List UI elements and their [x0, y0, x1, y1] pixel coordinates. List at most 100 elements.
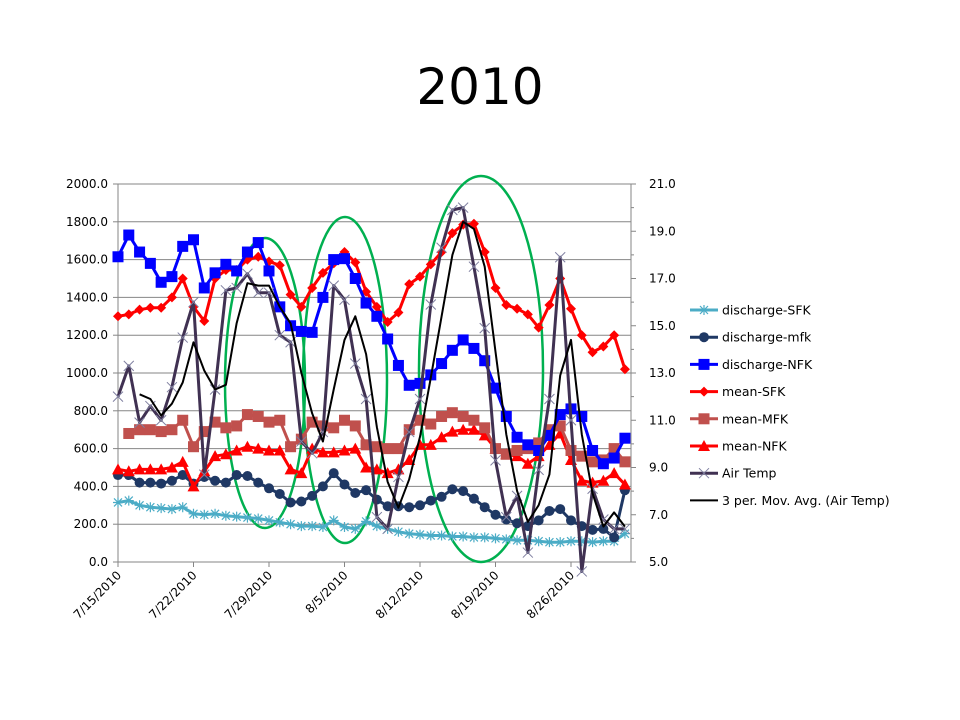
- data-point-diamond: [425, 259, 436, 270]
- y2-tick-label: 13.0: [649, 366, 676, 380]
- y-tick-label: 600.0: [74, 442, 108, 456]
- y-tick-label: 800.0: [74, 404, 108, 418]
- data-point-star: [264, 515, 274, 526]
- data-point-square: [112, 251, 124, 263]
- data-point-star: [447, 531, 458, 542]
- data-point-diamond: [382, 316, 393, 327]
- data-point-circle: [458, 486, 469, 497]
- data-point-square: [263, 265, 275, 277]
- data-point-x: [468, 261, 480, 273]
- data-point-triangle: [392, 463, 405, 475]
- data-point-circle: [404, 502, 415, 513]
- data-point-square: [392, 443, 404, 455]
- data-point-square: [209, 267, 221, 279]
- data-point-triangle: [403, 453, 416, 465]
- data-point-x: [371, 511, 383, 523]
- data-point-diamond: [533, 322, 544, 333]
- data-point-square: [123, 427, 135, 439]
- data-point-diamond: [317, 267, 328, 278]
- y2-tick-label: 9.0: [649, 461, 668, 475]
- y-tick-label: 1600.0: [66, 253, 108, 267]
- data-point-square: [468, 342, 480, 354]
- data-point-x: [134, 417, 145, 428]
- y2-axis-labels: 5.0 7.0 9.0 11.0 13.0 15.0 17.0 19.0 21.0: [649, 177, 676, 569]
- data-point-x: [425, 299, 437, 310]
- data-point-x: [220, 284, 232, 296]
- data-point-square: [241, 246, 253, 258]
- data-point-x: [339, 294, 350, 306]
- data-point-triangle: [698, 440, 710, 451]
- data-point-square: [166, 424, 178, 436]
- data-point-square: [328, 422, 340, 434]
- y-tick-label: 1200.0: [66, 328, 108, 342]
- x-tick-label: 7/15/2010: [71, 568, 124, 621]
- data-point-square: [403, 379, 415, 391]
- data-point-square: [252, 410, 264, 422]
- data-point-star: [512, 535, 523, 546]
- data-point-star: [317, 522, 328, 533]
- data-point-star: [328, 515, 339, 526]
- data-point-square: [511, 431, 523, 443]
- legend-label: discharge-mfk: [722, 330, 812, 345]
- data-point-square: [554, 420, 566, 432]
- data-point-star: [598, 536, 609, 547]
- data-point-diamond: [350, 257, 361, 268]
- data-point-triangle: [241, 440, 254, 452]
- data-point-square: [597, 458, 609, 470]
- data-point-square: [533, 444, 545, 456]
- data-point-circle: [566, 515, 576, 526]
- data-point-circle: [609, 532, 620, 543]
- data-point-star: [415, 529, 425, 540]
- x-tick-label: 8/5/2010: [303, 568, 351, 616]
- data-point-square: [500, 410, 512, 422]
- data-point-star: [220, 510, 231, 521]
- y2-tick-label: 5.0: [649, 555, 668, 569]
- data-point-star: [134, 500, 145, 511]
- data-point-star: [307, 521, 318, 532]
- data-point-x: [544, 393, 555, 405]
- legend-label: discharge-NFK: [722, 357, 813, 372]
- data-point-x: [112, 391, 124, 402]
- data-point-star: [339, 522, 350, 533]
- data-point-x: [177, 332, 189, 343]
- legend-item: mean-MFK: [690, 411, 789, 426]
- data-point-star: [436, 530, 447, 541]
- data-point-star: [566, 536, 576, 547]
- data-point-star: [544, 537, 555, 548]
- data-point-square: [306, 416, 318, 428]
- data-point-star: [555, 537, 566, 548]
- data-point-diamond: [166, 292, 177, 303]
- data-point-diamond: [404, 279, 415, 290]
- data-point-circle: [134, 477, 145, 488]
- data-point-square: [360, 439, 372, 451]
- data-point-star: [576, 536, 587, 547]
- data-point-square: [382, 333, 394, 345]
- y2-tick-label: 19.0: [649, 224, 676, 238]
- legend-label: mean-SFK: [722, 384, 786, 399]
- data-point-square: [490, 382, 501, 394]
- series-line: [116, 206, 625, 573]
- y2-tick-label: 21.0: [649, 177, 676, 191]
- data-point-diamond: [576, 330, 587, 341]
- data-point-diamond: [587, 347, 598, 358]
- data-point-star: [371, 521, 382, 532]
- data-point-square: [188, 234, 199, 246]
- data-point-circle: [145, 477, 156, 488]
- data-point-square: [134, 246, 146, 258]
- data-point-square: [349, 420, 361, 432]
- data-point-diamond: [307, 282, 318, 293]
- y-tick-label: 1400.0: [66, 290, 108, 304]
- legend-label: mean-NFK: [722, 439, 788, 454]
- data-point-circle: [436, 491, 447, 502]
- data-point-diamond: [199, 316, 210, 327]
- data-point-star: [619, 528, 630, 539]
- series-line: [139, 220, 626, 528]
- data-point-star: [699, 305, 709, 315]
- data-point-x: [123, 360, 135, 372]
- data-point-diamond: [415, 271, 425, 282]
- series-discharge-nfk: [112, 229, 631, 470]
- data-point-diamond: [177, 273, 188, 284]
- data-point-star: [199, 509, 210, 520]
- data-point-circle: [231, 470, 242, 481]
- data-point-square: [436, 410, 448, 422]
